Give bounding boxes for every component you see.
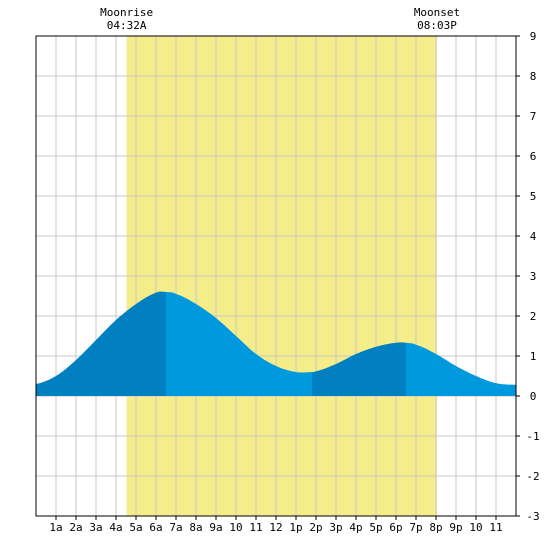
y-tick-label: 8 <box>530 70 537 83</box>
annotation-label: Moonset <box>414 6 460 19</box>
x-tick-label: 11 <box>489 521 502 534</box>
x-tick-label: 5p <box>369 521 382 534</box>
x-tick-label: 9p <box>449 521 462 534</box>
x-tick-label: 2a <box>69 521 82 534</box>
x-tick-label: 3a <box>89 521 102 534</box>
x-tick-label: 8p <box>429 521 442 534</box>
y-tick-label: 4 <box>530 230 537 243</box>
x-tick-label: 1a <box>49 521 62 534</box>
x-tick-label: 10 <box>229 521 242 534</box>
y-tick-label: 1 <box>530 350 537 363</box>
y-tick-label: 7 <box>530 110 537 123</box>
y-axis-ticks: -3 -2 -1 0 1 2 3 4 5 6 7 8 9 <box>516 30 540 523</box>
x-tick-label: 7a <box>169 521 182 534</box>
x-tick-label: 2p <box>309 521 322 534</box>
x-tick-label: 11 <box>249 521 262 534</box>
x-tick-label: 6a <box>149 521 162 534</box>
tide-areas <box>36 291 516 396</box>
y-tick-label: 5 <box>530 190 537 203</box>
tide-area-rising <box>312 342 406 396</box>
y-tick-label: 3 <box>530 270 537 283</box>
x-tick-label: 4a <box>109 521 122 534</box>
x-tick-label: 9a <box>209 521 222 534</box>
grid-lines <box>36 36 516 516</box>
x-tick-label: 3p <box>329 521 342 534</box>
x-tick-label: 10 <box>469 521 482 534</box>
x-tick-label: 7p <box>409 521 422 534</box>
annotation-time: 04:32A <box>107 19 147 32</box>
x-tick-label: 4p <box>349 521 362 534</box>
y-tick-label: -3 <box>526 510 539 523</box>
tide-area-falling <box>406 342 516 396</box>
annotation-time: 08:03P <box>417 19 457 32</box>
x-tick-label: 1p <box>289 521 302 534</box>
y-tick-label: -1 <box>526 430 539 443</box>
annotation-label: Moonrise <box>100 6 153 19</box>
tide-area-falling <box>166 292 312 396</box>
y-tick-label: -2 <box>526 470 539 483</box>
y-tick-label: 9 <box>530 30 537 43</box>
x-tick-label: 12 <box>269 521 282 534</box>
y-tick-label: 0 <box>530 390 537 403</box>
x-tick-label: 5a <box>129 521 142 534</box>
x-tick-label: 8a <box>189 521 202 534</box>
x-axis-ticks: 1a 2a 3a 4a 5a 6a 7a 8a 9a 10 11 12 1p 2p 3p 4p 5p 6p 7p 8p… <box>49 516 503 534</box>
y-tick-label: 6 <box>530 150 537 163</box>
tide-area-rising <box>36 291 166 396</box>
y-tick-label: 2 <box>530 310 537 323</box>
x-tick-label: 6p <box>389 521 402 534</box>
